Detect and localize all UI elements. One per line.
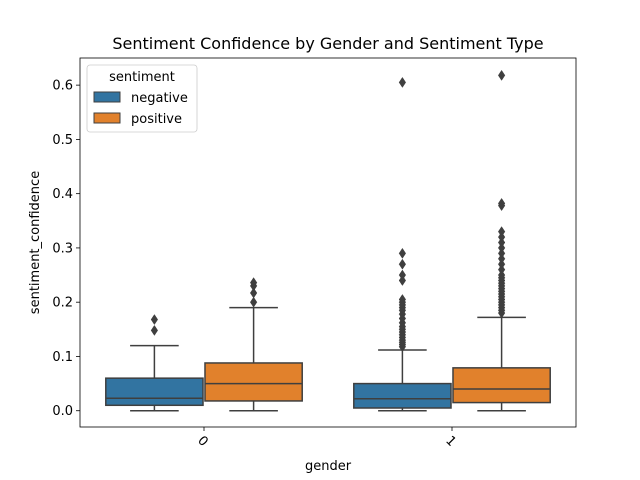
chart-title: Sentiment Confidence by Gender and Senti… bbox=[112, 34, 543, 53]
y-axis: 0.0 0.1 0.2 0.3 0.4 0.5 0.6 bbox=[52, 79, 80, 419]
outlier-point bbox=[498, 226, 506, 238]
outlier-point bbox=[398, 76, 406, 88]
outlier-point bbox=[398, 247, 406, 259]
box-iqr bbox=[452, 367, 551, 404]
y-tick-label: 0.3 bbox=[52, 241, 73, 256]
y-tick-label: 0.6 bbox=[52, 79, 73, 94]
outlier-point bbox=[150, 314, 158, 326]
outlier-point bbox=[498, 69, 506, 81]
x-axis-label: gender bbox=[305, 459, 352, 474]
outlier-point bbox=[498, 197, 506, 209]
y-axis-label: sentiment_confidence bbox=[28, 171, 43, 314]
y-tick-label: 0.2 bbox=[52, 296, 73, 311]
outlier-point bbox=[398, 258, 406, 270]
boxes-layer bbox=[105, 69, 551, 412]
outlier-point bbox=[250, 287, 258, 299]
box-negative-1 bbox=[353, 76, 452, 412]
outlier-point bbox=[398, 294, 406, 305]
box-iqr bbox=[105, 377, 204, 407]
y-tick-label: 0.0 bbox=[52, 404, 73, 419]
box-positive-0 bbox=[204, 277, 303, 412]
legend-label-negative: negative bbox=[131, 91, 188, 106]
outlier-point bbox=[250, 296, 258, 308]
legend-title: sentiment bbox=[109, 70, 175, 85]
plot-frame bbox=[79, 57, 577, 428]
box-iqr bbox=[353, 382, 452, 409]
y-tick-label: 0.5 bbox=[52, 133, 73, 148]
y-tick-label: 0.4 bbox=[52, 187, 73, 202]
x-tick-label: 0 bbox=[194, 433, 210, 449]
legend: sentiment negative positive bbox=[86, 64, 198, 133]
outlier-point bbox=[398, 269, 406, 281]
box-positive-1 bbox=[452, 69, 551, 412]
legend-label-positive: positive bbox=[131, 112, 182, 127]
y-tick-label: 0.1 bbox=[52, 350, 73, 365]
outlier-point bbox=[250, 277, 258, 289]
x-tick-label: 1 bbox=[442, 433, 458, 449]
legend-swatch-positive bbox=[93, 112, 121, 124]
legend-swatch-negative bbox=[93, 91, 121, 103]
outlier-point bbox=[150, 324, 158, 336]
box-iqr bbox=[204, 362, 303, 402]
box-negative-0 bbox=[105, 314, 204, 412]
